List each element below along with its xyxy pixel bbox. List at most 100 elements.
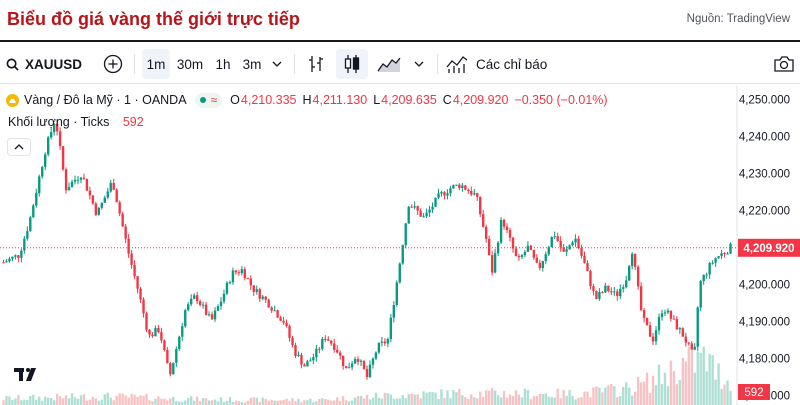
chart-type-dropdown[interactable] <box>410 49 428 79</box>
candle-body <box>377 342 381 353</box>
volume-bar <box>484 390 488 405</box>
volume-bar <box>386 393 390 405</box>
candle-body <box>243 269 247 279</box>
volume-bar <box>437 398 440 405</box>
chart-toolbar: XAUUSD 1m 30m 1h 3m <box>0 44 800 84</box>
volume-bar <box>702 346 705 405</box>
volume-bar <box>425 392 428 405</box>
candle-body <box>41 166 44 177</box>
candle-body <box>285 322 288 326</box>
volume-bar <box>79 395 83 405</box>
bar-chart-type-button[interactable] <box>302 49 330 79</box>
candle-body <box>85 178 89 191</box>
volume-bar <box>282 399 285 405</box>
volume-bar <box>401 395 404 405</box>
market-status-badge[interactable]: ≈ <box>194 92 223 108</box>
candle-body <box>717 256 720 259</box>
volume-bar <box>184 400 187 405</box>
volume-bar <box>607 385 610 405</box>
volume-bar <box>23 399 26 405</box>
volume-legend[interactable]: Khối lượng · Ticks 592 <box>8 115 144 129</box>
candle-body <box>598 292 601 299</box>
snapshot-button[interactable] <box>770 49 798 79</box>
volume-bar <box>222 401 226 405</box>
candle-body <box>303 364 306 367</box>
interval-3m[interactable]: 3m <box>242 56 262 72</box>
tradingview-logo-icon[interactable] <box>14 366 40 382</box>
candle-body <box>699 281 702 308</box>
volume-bar <box>350 400 354 405</box>
candle-body <box>482 214 485 227</box>
volume-bar <box>541 393 544 405</box>
volume-bar <box>285 398 288 405</box>
volume-bar <box>195 396 199 405</box>
indicators-icon <box>446 56 468 73</box>
volume-bar <box>151 401 154 405</box>
candle-body <box>166 349 169 364</box>
volume-bar <box>657 364 661 405</box>
candle-body <box>407 206 410 224</box>
chart-area[interactable]: 4,250.000 4,240.000 4,230.000 4,220.000 4,21… <box>0 85 800 405</box>
volume-bar <box>589 397 592 405</box>
volume-bar <box>571 395 574 405</box>
compare-symbol-button[interactable] <box>99 49 127 79</box>
candle-body <box>678 328 682 330</box>
volume-bar <box>204 398 208 405</box>
volume-bar <box>562 389 565 405</box>
candle-body <box>693 346 696 350</box>
volume-bar <box>321 398 324 405</box>
candle-body <box>452 185 455 189</box>
candle-body <box>410 206 413 208</box>
candles-icon <box>344 55 360 73</box>
candle-body <box>583 256 586 264</box>
candle-body <box>321 338 324 349</box>
candle-body <box>133 264 136 277</box>
volume-bar <box>20 400 23 405</box>
interval-1m[interactable]: 1m <box>142 49 170 79</box>
candle-body <box>353 359 357 364</box>
candle-body <box>616 291 619 296</box>
candle-body <box>61 146 65 170</box>
volume-bar <box>330 400 333 405</box>
volume-bar <box>517 394 521 405</box>
indicators-button[interactable]: Các chỉ báo <box>446 49 556 79</box>
volume-bar <box>482 396 485 405</box>
candle-body <box>216 306 220 311</box>
interval-30m[interactable]: 30m <box>176 56 204 72</box>
volume-bar <box>58 396 62 405</box>
candle-body <box>187 304 190 311</box>
plus-circle-icon <box>103 54 123 74</box>
symbol-search-button[interactable]: XAUUSD <box>4 49 84 79</box>
candle-body <box>580 247 583 257</box>
candle-body <box>386 339 390 344</box>
candle-body <box>681 328 685 337</box>
candle-body <box>476 193 479 197</box>
candle-body <box>362 360 366 370</box>
volume-bar <box>207 400 211 405</box>
interval-1h[interactable]: 1h <box>215 56 231 72</box>
candle-body <box>455 184 458 186</box>
chevron-down-icon <box>414 61 424 67</box>
volume-bar <box>154 398 157 405</box>
volume-bar <box>458 388 461 405</box>
volume-bar <box>356 395 360 405</box>
collapse-legend-button[interactable] <box>7 138 31 156</box>
interval-dropdown[interactable] <box>268 49 286 79</box>
volume-bar <box>666 386 670 405</box>
volume-bar <box>309 398 312 405</box>
volume-bar <box>76 398 80 405</box>
chart-legend[interactable]: Vàng / Đô la Mỹ · 1 · OANDA ≈ O 4,210.335… <box>6 92 614 108</box>
candle-body <box>577 238 580 248</box>
volume-bar <box>467 399 470 405</box>
volume-bar <box>583 391 586 405</box>
candles-chart-type-button[interactable] <box>336 49 368 79</box>
area-chart-type-button[interactable] <box>374 49 404 79</box>
candle-body <box>613 291 616 293</box>
volume-bar <box>505 397 509 405</box>
volume-value: 592 <box>122 115 144 129</box>
volume-bar <box>690 347 693 405</box>
candle-body <box>76 179 80 181</box>
candle-body <box>604 285 607 293</box>
price-chart[interactable]: 4,250.000 4,240.000 4,230.000 4,220.000 4,21… <box>0 85 800 405</box>
candle-body <box>473 193 476 195</box>
